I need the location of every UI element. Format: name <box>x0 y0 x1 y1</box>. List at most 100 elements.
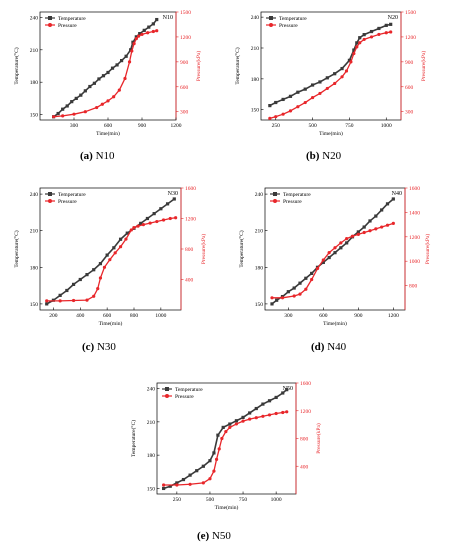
temperature-point <box>165 202 170 206</box>
y2-axis-label: Pressure(kPa) <box>420 51 427 82</box>
x-tick-label: 600 <box>103 313 112 319</box>
y-tick-label: 240 <box>147 387 156 393</box>
caption-d: (d) N40 <box>311 341 346 353</box>
temperature-point <box>88 84 92 89</box>
caption-e-name: N50 <box>211 530 231 542</box>
pressure-point <box>168 216 172 221</box>
pressure-point <box>362 230 366 235</box>
pressure-point <box>268 116 272 120</box>
x-tick-label: 800 <box>130 313 139 319</box>
pressure-point <box>340 75 344 79</box>
plot-frame <box>39 187 182 311</box>
temperature-point <box>254 406 258 411</box>
y-tick-label: 150 <box>30 113 39 119</box>
temperature-point <box>142 28 146 32</box>
y2-tick-label: 1000 <box>409 259 420 265</box>
pressure-point <box>162 483 166 487</box>
pressure-point <box>141 223 145 227</box>
y2-axis-label: Pressure(kPa) <box>315 423 322 454</box>
temperature-point <box>175 481 179 485</box>
y2-tick-label: 1600 <box>300 381 311 387</box>
legend-label: Pressure <box>283 199 302 205</box>
y-tick-label: 210 <box>30 48 39 54</box>
temperature-point <box>352 48 356 52</box>
y2-axis-label: Pressure(kPa) <box>195 51 202 82</box>
temperature-point <box>292 286 296 290</box>
y2-axis-label: Pressure(kPa) <box>200 234 207 265</box>
pressure-point <box>349 60 353 64</box>
legend-label: Temperature <box>58 16 86 22</box>
temperature-point <box>147 25 151 29</box>
temperature-point <box>303 87 307 91</box>
y-axis-label: Temperature(°C) <box>234 47 241 84</box>
pressure-point <box>102 265 107 269</box>
temperature-point <box>374 214 378 218</box>
x-tick-label: 1000 <box>271 497 282 503</box>
pressure-point <box>261 414 265 418</box>
temperature-point <box>355 41 359 45</box>
pressure-point <box>254 416 258 420</box>
temperature-point <box>45 302 49 306</box>
temperature-point <box>274 395 278 400</box>
y-tick-label: 240 <box>30 192 39 198</box>
y2-tick-label: 600 <box>405 85 414 91</box>
legend-label: Pressure <box>279 23 298 29</box>
pressure-point <box>108 258 112 262</box>
temperature-point <box>168 484 172 488</box>
pressure-series-line <box>272 222 394 299</box>
temperature-point <box>83 89 87 93</box>
caption-b-letter: (b) <box>306 150 320 162</box>
temperature-point <box>377 26 381 31</box>
temperature-point <box>105 253 109 257</box>
temperature-point <box>333 72 337 76</box>
pressure-point <box>58 299 62 303</box>
pressure-point <box>208 477 212 481</box>
temperature-point <box>321 260 325 265</box>
pressure-point <box>344 69 349 73</box>
pressure-point <box>274 115 278 119</box>
y2-tick-label: 1200 <box>180 35 191 41</box>
temperature-point <box>106 70 110 75</box>
pressure-point <box>362 37 366 42</box>
pressure-point <box>368 229 372 233</box>
y-tick-label: 210 <box>251 46 260 52</box>
temperature-point <box>159 207 163 211</box>
pressure-point <box>280 296 285 300</box>
pressure-point <box>384 31 388 35</box>
pressure-point <box>151 29 155 34</box>
temperature-point <box>267 399 272 403</box>
temperature-point <box>384 23 388 27</box>
pressure-point <box>325 86 329 91</box>
pressure-point <box>339 241 343 245</box>
y-tick-label: 180 <box>30 265 39 271</box>
y2-tick-label: 1600 <box>185 186 196 192</box>
temperature-point <box>118 237 123 241</box>
pressure-point <box>112 95 116 99</box>
y2-tick-label: 400 <box>300 464 309 470</box>
pressure-point <box>391 221 395 225</box>
pressure-point <box>72 112 76 116</box>
caption-e-letter: (e) <box>197 530 210 542</box>
pressure-point <box>350 234 355 238</box>
y2-tick-label: 300 <box>405 110 414 116</box>
pressure-point <box>333 246 337 250</box>
pressure-point <box>352 51 356 56</box>
pressure-point <box>281 410 285 415</box>
pressure-point <box>333 81 337 86</box>
pressure-point <box>98 276 103 280</box>
legend-marker-square <box>48 16 52 20</box>
pressure-point <box>118 245 123 249</box>
y2-tick-label: 600 <box>180 85 189 91</box>
legend-label: Pressure <box>175 394 194 400</box>
pressure-point <box>134 36 138 41</box>
y-tick-label: 180 <box>30 80 39 86</box>
temperature-point <box>281 97 285 102</box>
legend-label: Temperature <box>283 192 311 198</box>
pressure-point <box>95 105 99 110</box>
pressure-point <box>310 277 314 282</box>
pressure-point <box>148 221 152 225</box>
temperature-point <box>304 276 308 280</box>
temperature-point <box>221 425 225 429</box>
legend-marker-dot <box>48 23 52 27</box>
